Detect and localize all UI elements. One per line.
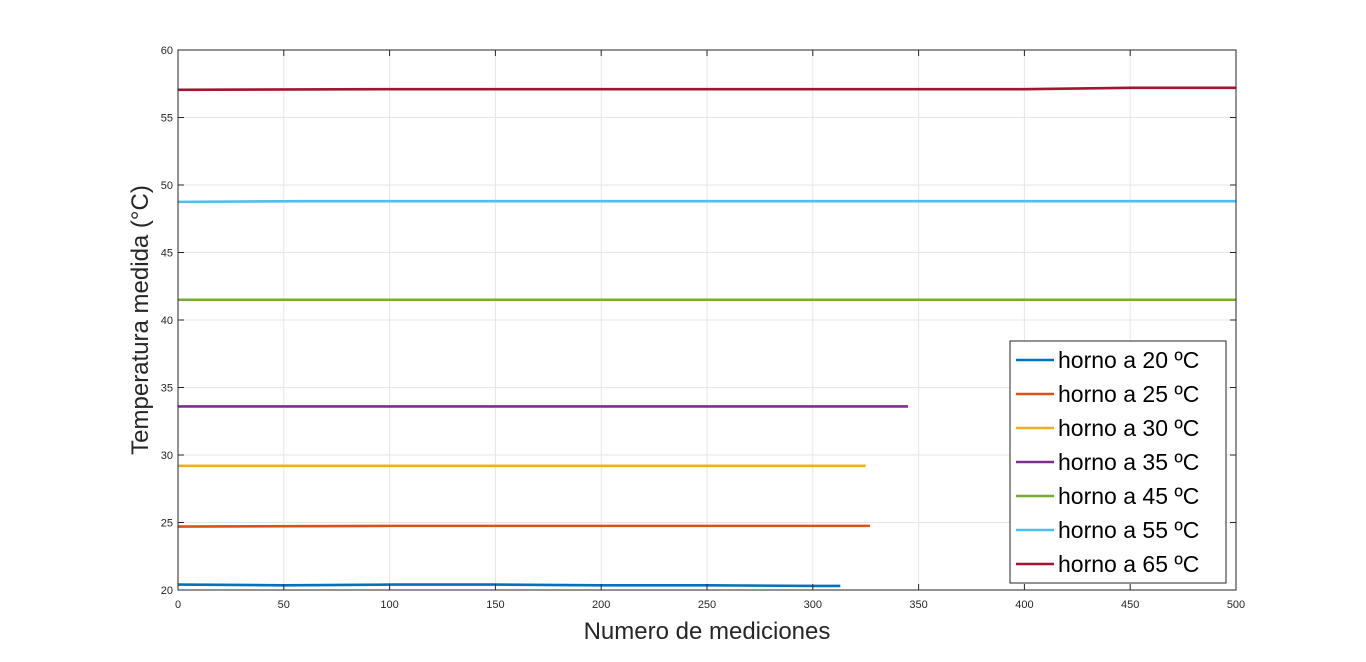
x-tick-label-2: 100 xyxy=(380,599,398,611)
legend-label-2: horno a 25 ºC xyxy=(1058,381,1199,407)
y-tick-label-5: 45 xyxy=(161,248,173,260)
legend: horno a 20 ºC horno a 25 ºC horno a 30 ºC h… xyxy=(1009,340,1227,584)
x-tick-label-6: 300 xyxy=(804,599,822,611)
series-line-1 xyxy=(177,583,841,588)
x-tick-label-1: 50 xyxy=(278,599,290,611)
legend-label-6: horno a 55 ºC xyxy=(1058,517,1199,543)
axes xyxy=(177,49,1237,591)
y-tick-label-6: 50 xyxy=(161,180,173,192)
x-tick-label-0: 0 xyxy=(175,599,181,611)
y-tick-label-2: 30 xyxy=(161,450,173,462)
x-tick-label-3: 150 xyxy=(486,599,504,611)
legend-label-1: horno a 20 ºC xyxy=(1058,347,1199,373)
y-tick-label-8: 60 xyxy=(161,45,173,57)
legend-label-4: horno a 35 ºC xyxy=(1058,449,1199,475)
y-tick-label-3: 35 xyxy=(161,383,173,395)
x-tick-label-9: 450 xyxy=(1121,599,1139,611)
x-axis-label: Numero de mediciones xyxy=(584,618,831,645)
y-tick-label-0: 20 xyxy=(161,585,173,597)
series-line-7 xyxy=(177,86,1236,92)
y-tick-label-1: 25 xyxy=(161,518,173,530)
tick-labels: 0 50 100 150 200 250 300 350 400 450 500 20 25 30 35 40… xyxy=(161,45,1245,611)
series-lines xyxy=(177,86,1236,588)
legend-label-7: horno a 65 ºC xyxy=(1058,551,1199,577)
series-line-2 xyxy=(177,524,870,528)
y-tick-label-7: 55 xyxy=(161,113,173,125)
series-line-6 xyxy=(177,199,1236,204)
legend-label-5: horno a 45 ºC xyxy=(1058,483,1199,509)
x-tick-label-10: 500 xyxy=(1227,599,1245,611)
x-tick-label-5: 250 xyxy=(698,599,716,611)
legend-label-3: horno a 30 ºC xyxy=(1058,415,1199,441)
x-tick-label-4: 200 xyxy=(592,599,610,611)
x-tick-label-8: 400 xyxy=(1015,599,1033,611)
y-tick-label-4: 40 xyxy=(161,315,173,327)
y-axis-label: Temperatura medida (°C) xyxy=(127,185,154,455)
x-tick-label-7: 350 xyxy=(909,599,927,611)
